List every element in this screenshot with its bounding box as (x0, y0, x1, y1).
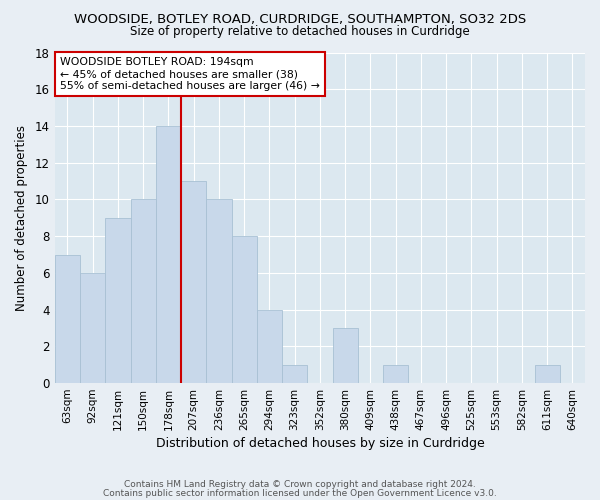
Text: WOODSIDE BOTLEY ROAD: 194sqm
← 45% of detached houses are smaller (38)
55% of se: WOODSIDE BOTLEY ROAD: 194sqm ← 45% of de… (60, 58, 320, 90)
Bar (282, 364, 307, 383)
X-axis label: Distribution of detached houses by size in Curdridge: Distribution of detached houses by size … (155, 437, 484, 450)
Bar (383, 364, 408, 383)
Bar (181, 181, 206, 383)
Bar (55, 254, 80, 383)
Bar (535, 364, 560, 383)
Bar (232, 236, 257, 383)
Text: Contains HM Land Registry data © Crown copyright and database right 2024.: Contains HM Land Registry data © Crown c… (124, 480, 476, 489)
Text: Size of property relative to detached houses in Curdridge: Size of property relative to detached ho… (130, 25, 470, 38)
Bar (257, 310, 282, 383)
Bar (106, 218, 131, 383)
Text: WOODSIDE, BOTLEY ROAD, CURDRIDGE, SOUTHAMPTON, SO32 2DS: WOODSIDE, BOTLEY ROAD, CURDRIDGE, SOUTHA… (74, 12, 526, 26)
Bar (332, 328, 358, 383)
Bar (156, 126, 181, 383)
Text: Contains public sector information licensed under the Open Government Licence v3: Contains public sector information licen… (103, 488, 497, 498)
Y-axis label: Number of detached properties: Number of detached properties (15, 125, 28, 311)
Bar (131, 200, 156, 383)
Bar (206, 200, 232, 383)
Bar (80, 273, 106, 383)
